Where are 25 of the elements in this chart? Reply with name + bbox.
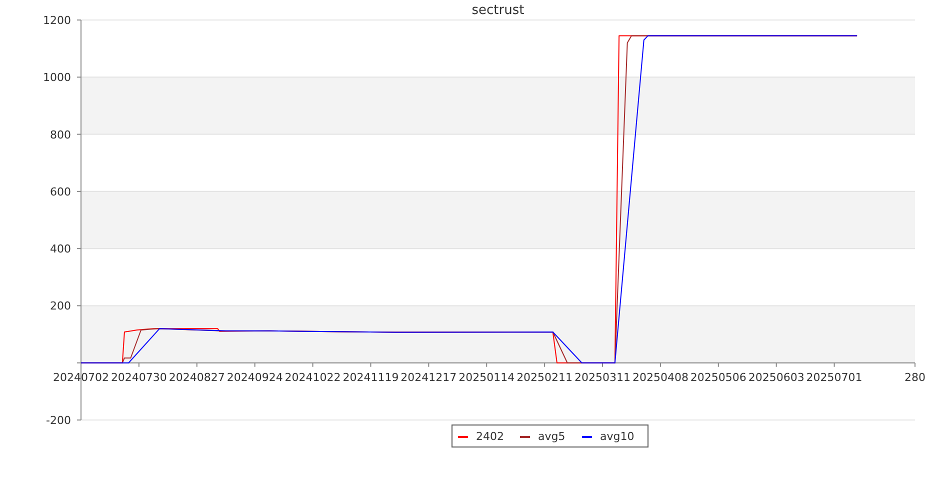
- x-tick-label: 20241119: [342, 370, 399, 384]
- y-tick-label: 1200: [43, 14, 71, 27]
- x-tick-label: 20250311: [574, 370, 631, 384]
- y-tick-label: -200: [46, 414, 71, 427]
- x-tick-label: 20240924: [226, 370, 283, 384]
- x-tick-label: 20241022: [284, 370, 341, 384]
- x-tick-label: 20250603: [748, 370, 804, 384]
- y-tick-label: 200: [50, 300, 71, 313]
- x-tick-label: 20250701: [806, 370, 862, 384]
- x-tick-label: 20250506: [690, 370, 746, 384]
- legend-label: avg5: [538, 430, 566, 443]
- x-tick-label: 20240730: [110, 370, 167, 384]
- x-tick-label: 20250408: [632, 370, 688, 384]
- x-tick-label: 20240827: [168, 370, 225, 384]
- legend-label: 2402: [476, 430, 504, 443]
- chart-title: sectrust: [472, 3, 524, 18]
- y-tick-label: 800: [50, 128, 71, 142]
- x-tick-label: 280: [904, 370, 926, 384]
- y-tick-label: 1000: [43, 71, 71, 84]
- x-tick-label: 20241217: [400, 370, 457, 384]
- y-tick-label: 600: [50, 185, 71, 198]
- x-tick-label: 20250114: [458, 370, 515, 384]
- legend-label: avg10: [600, 430, 634, 443]
- y-tick-label: 400: [50, 242, 71, 256]
- x-tick-label: 20250211: [516, 370, 573, 384]
